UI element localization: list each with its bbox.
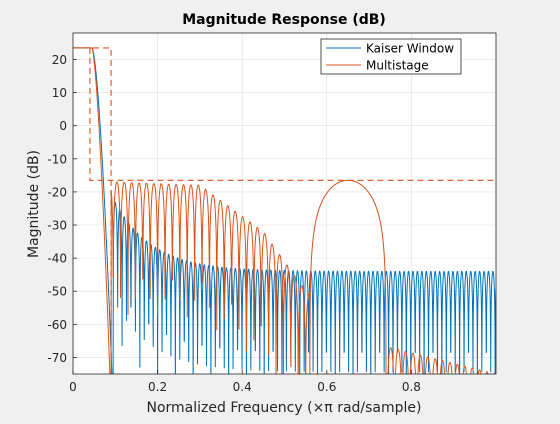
series-multistage bbox=[73, 47, 496, 374]
x-tick-label: 0.2 bbox=[148, 380, 167, 394]
series-layer bbox=[73, 47, 496, 374]
plot-area bbox=[73, 33, 496, 374]
legend-label-kaiser-window: Kaiser Window bbox=[366, 42, 454, 56]
x-tick-label: 0.4 bbox=[233, 380, 252, 394]
x-tick-label: 0 bbox=[69, 380, 77, 394]
plot-frame bbox=[72, 32, 497, 375]
y-tick-label: -50 bbox=[47, 285, 67, 299]
series-kaiser-window bbox=[73, 47, 496, 374]
y-axis-label: Magnitude (dB) bbox=[26, 150, 42, 258]
y-tick-label: -10 bbox=[47, 152, 67, 166]
legend-box bbox=[320, 38, 462, 75]
legend[interactable]: Kaiser Window Multistage bbox=[320, 38, 462, 75]
x-tick-label: 0.6 bbox=[317, 380, 336, 394]
y-tick-label: -40 bbox=[47, 252, 67, 266]
chart-title: Magnitude Response (dB) bbox=[182, 12, 386, 28]
y-tick-label: 20 bbox=[52, 53, 67, 67]
y-tick-label: -70 bbox=[47, 351, 67, 365]
y-tick-label: -20 bbox=[47, 185, 67, 199]
specification-mask bbox=[73, 47, 496, 374]
ticks: 0 0.2 0.4 0.6 0.8 20 10 0 -10 -20 -30 -40 -50 -60 -70 bbox=[47, 53, 421, 394]
y-tick-label: 0 bbox=[59, 119, 67, 133]
x-tick-label: 0.8 bbox=[402, 380, 421, 394]
y-tick-label: -30 bbox=[47, 219, 67, 233]
y-tick-label: -60 bbox=[47, 318, 67, 332]
legend-label-multistage: Multistage bbox=[366, 59, 429, 73]
x-axis-label: Normalized Frequency (×π rad/sample) bbox=[147, 400, 422, 416]
grid bbox=[72, 33, 496, 374]
y-tick-label: 10 bbox=[52, 86, 67, 100]
